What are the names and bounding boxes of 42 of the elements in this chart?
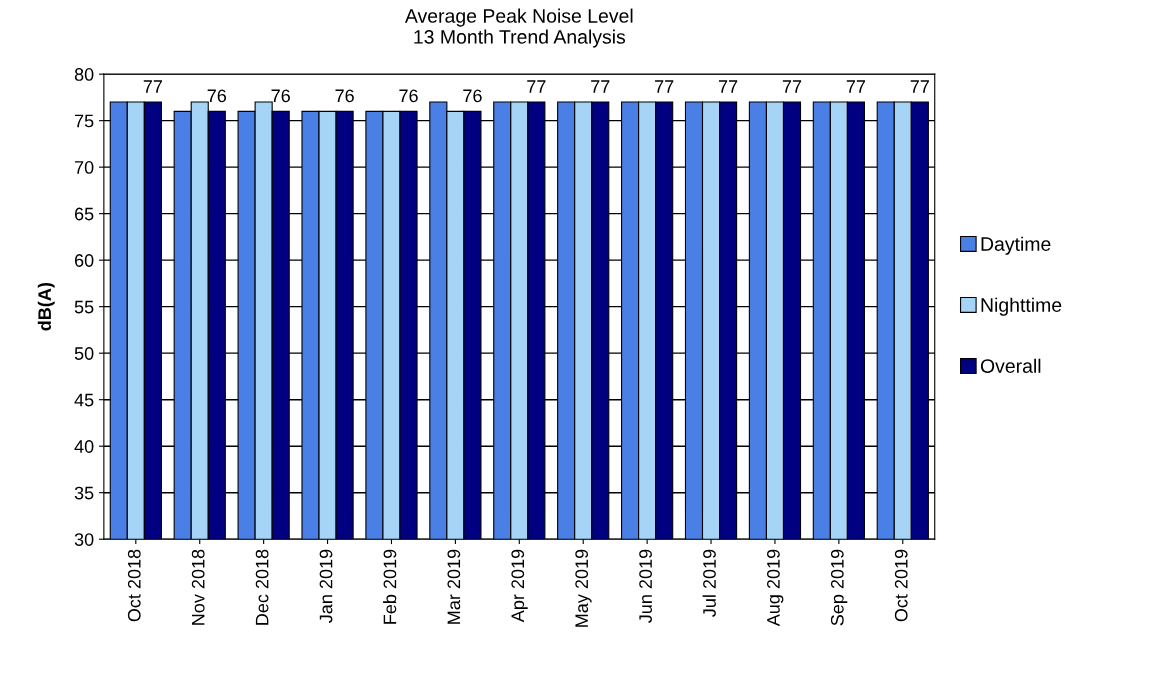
x-tick-label: May 2019 bbox=[575, 549, 592, 627]
y-tick-label: 75 bbox=[74, 114, 94, 128]
data-label: 77 bbox=[527, 80, 546, 93]
y-tick-label: 30 bbox=[74, 533, 94, 546]
x-tick-label: Mar 2019 bbox=[447, 549, 461, 624]
data-label: 77 bbox=[143, 80, 162, 93]
data-label: 76 bbox=[399, 89, 418, 103]
y-tick-label: 60 bbox=[74, 254, 94, 267]
y-tick-label: 65 bbox=[74, 207, 94, 221]
x-tick-label: Feb 2019 bbox=[383, 549, 397, 624]
data-label: 76 bbox=[271, 89, 290, 103]
x-tick-label: Jun 2019 bbox=[639, 549, 652, 623]
data-label: 77 bbox=[591, 80, 610, 93]
y-tick-label: 40 bbox=[74, 440, 94, 453]
data-label: 77 bbox=[846, 80, 866, 93]
y-tick-label: 50 bbox=[74, 347, 94, 360]
data-label: 76 bbox=[335, 89, 354, 103]
y-axis-title: dB(A) bbox=[37, 283, 55, 331]
legend-label: Overall bbox=[980, 358, 1041, 373]
y-tick-label: 80 bbox=[74, 68, 94, 81]
x-tick-label: Jan 2019 bbox=[319, 549, 333, 623]
data-label: 76 bbox=[463, 89, 482, 103]
legend-label: Daytime bbox=[981, 236, 1051, 255]
data-label: 76 bbox=[207, 89, 227, 103]
y-tick-label: 55 bbox=[74, 300, 94, 314]
data-label: 77 bbox=[910, 80, 929, 93]
x-tick-label: Oct 2019 bbox=[894, 549, 908, 622]
x-tick-label: Nov 2018 bbox=[191, 549, 205, 625]
y-tick-label: 45 bbox=[74, 393, 94, 407]
x-tick-label: Apr 2019 bbox=[511, 549, 528, 623]
data-label: 77 bbox=[718, 80, 738, 93]
y-tick-label: 35 bbox=[74, 486, 94, 500]
x-tick-label: Sep 2019 bbox=[830, 549, 848, 626]
x-tick-label: Jul 2019 bbox=[702, 549, 716, 617]
data-label: 77 bbox=[782, 80, 802, 93]
x-tick-label: Dec 2018 bbox=[255, 549, 269, 625]
x-tick-label: Aug 2019 bbox=[767, 549, 784, 627]
x-tick-label: Oct 2018 bbox=[127, 549, 141, 622]
legend-label: Nighttime bbox=[981, 297, 1062, 316]
chart-title: Average Peak Noise Level 13 Month Trend Analysis bbox=[404, 8, 633, 48]
y-tick-label: 70 bbox=[74, 161, 94, 174]
data-label: 77 bbox=[655, 80, 674, 93]
